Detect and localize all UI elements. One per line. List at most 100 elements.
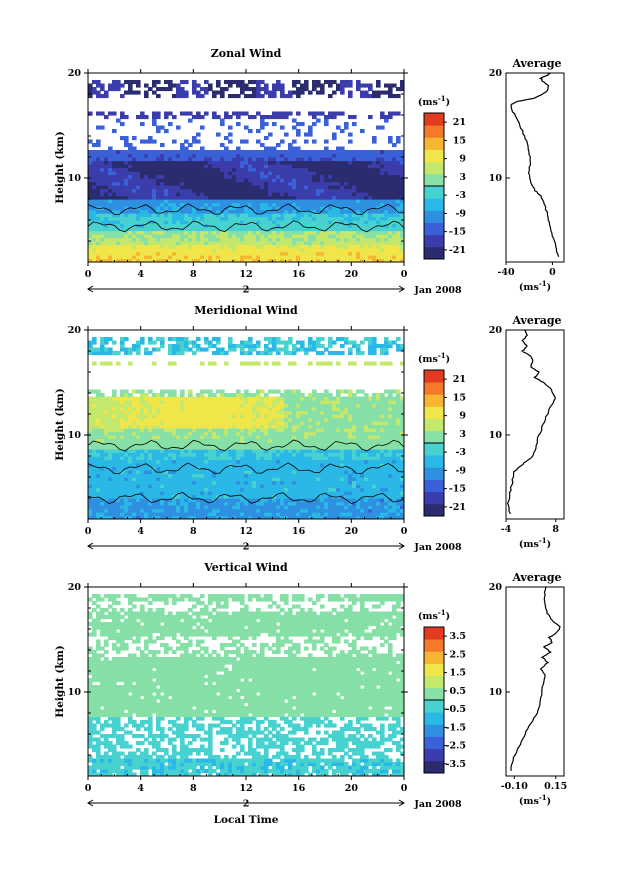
meridional-cell [96,449,101,454]
zonal-cell [100,160,105,165]
zonal-cell [268,220,273,225]
zonal-cell [220,227,225,232]
zonal-cell [264,160,269,165]
zonal-cell [388,202,393,207]
meridional-cell [324,435,329,440]
zonal-cell [248,87,253,92]
zonal-cell [196,192,201,197]
meridional-cell [320,438,325,443]
zonal-cell [304,230,309,235]
meridional-cell [212,438,217,443]
meridional-cell [124,515,129,519]
zonal-cell [160,87,165,92]
zonal-cell [112,227,117,232]
zonal-cell [176,90,181,95]
zonal-cell [168,87,173,92]
meridional-cell [312,515,317,519]
meridional-cell [376,452,381,457]
zonal-cell [272,248,277,253]
zonal-cell [300,164,305,169]
zonal-cell [344,122,349,127]
zonal-cell [348,223,353,228]
zonal-cell [256,87,261,92]
zonal-cell [400,153,404,158]
meridional-cell [300,435,305,440]
meridional-cell [192,494,197,499]
zonal-cell [236,80,241,85]
zonal-cell [152,178,157,183]
meridional-cell [92,449,97,454]
zonal-cell [196,213,201,218]
meridional-cell [200,438,205,443]
meridional-cell [204,452,209,457]
meridional-cell [372,442,377,447]
meridional-cell [380,452,385,457]
zonal-cell [168,216,173,221]
meridional-cell [204,442,209,447]
zonal-cell [356,87,361,92]
zonal-cell [276,150,281,155]
zonal-cell [368,206,373,211]
meridional-cell [132,445,137,450]
zonal-cell [188,157,193,162]
meridional-cell [220,445,225,450]
meridional-cell [240,508,245,513]
meridional-cell [276,438,281,443]
zonal-cell [288,185,293,190]
meridional-cell [292,452,297,457]
zonal-cell [296,174,301,179]
zonal-cell [352,209,357,214]
meridional-cell [184,512,189,517]
zonal-cell [384,244,389,249]
zonal-cell [256,244,261,249]
zonal-cell [124,150,129,155]
zonal-cell [196,216,201,221]
zonal-cell [288,160,293,165]
meridional-cell [96,484,101,489]
meridional-cell [212,512,217,517]
zonal-cell [216,255,221,260]
zonal-cell [316,111,321,116]
zonal-cell [276,237,281,242]
meridional-cell [168,491,173,496]
zonal-cell [332,202,337,207]
zonal-cell [372,258,377,262]
zonal-cell [196,90,201,95]
zonal-cell [132,248,137,253]
zonal-cell [232,153,237,158]
zonal-cell [364,181,369,186]
meridional-cell [112,449,117,454]
meridional-cell [144,459,149,464]
zonal-cell [168,248,173,253]
zonal-cell [300,160,305,165]
zonal-cell [360,216,365,221]
meridional-cell [120,498,125,503]
meridional-cell [300,438,305,443]
zonal-cell [368,178,373,183]
meridional-cell [332,442,337,447]
zonal-cell [220,87,225,92]
meridional-cell [336,452,341,457]
zonal-cell [368,87,373,92]
meridional-cell [296,442,301,447]
zonal-cell [168,244,173,249]
meridional-cell [272,463,277,468]
meridional-cell [292,494,297,499]
meridional-cell [180,473,185,478]
zonal-cell [108,167,113,172]
zonal-cell [136,237,141,242]
zonal-cell [352,178,357,183]
zonal-cell [148,153,153,158]
meridional-cell [192,498,197,503]
zonal-cell [240,230,245,235]
zonal-cell [148,136,153,141]
zonal-cell [228,160,233,165]
meridional-cell [352,484,357,489]
meridional-cell [296,466,301,471]
zonal-cell [120,241,125,246]
zonal-cell [320,220,325,225]
zonal-cell [380,178,385,183]
meridional-cell [96,477,101,482]
zonal-cell [196,241,201,246]
zonal-cell [172,234,177,239]
